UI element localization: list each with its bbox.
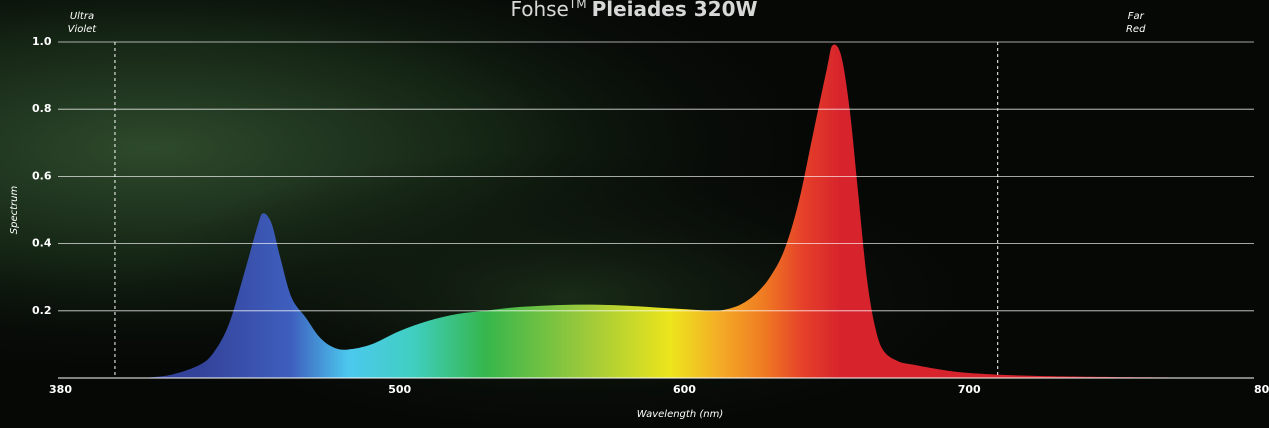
y-tick-label: 0.4 [32,237,52,250]
x-tick-label: 700 [958,383,981,396]
annotation-label: Ultra [70,11,94,22]
annotation-label: Far [1128,11,1145,22]
spectrum-area [143,44,1254,379]
chart-title: FohseTM Pleiades 320W [510,0,757,21]
x-tick-label: 800 [1254,383,1269,396]
y-tick-label: 1.0 [32,35,52,48]
x-tick-label: 380 [49,383,72,396]
x-tick-label: 500 [388,383,411,396]
x-tick-label: 600 [673,383,696,396]
y-tick-label: 0.2 [32,304,52,317]
y-tick-label: 0.6 [32,169,52,182]
title-mark: TM [568,0,587,11]
y-axis-label: Spectrum [9,186,20,235]
title-model: Pleiades 320W [592,0,758,21]
title-brand: Fohse [510,0,568,21]
y-tick-label: 0.8 [32,102,52,115]
annotation-label: Red [1126,24,1146,35]
annotation-label: Violet [68,24,98,35]
x-axis-label: Wavelength (nm) [637,409,723,420]
